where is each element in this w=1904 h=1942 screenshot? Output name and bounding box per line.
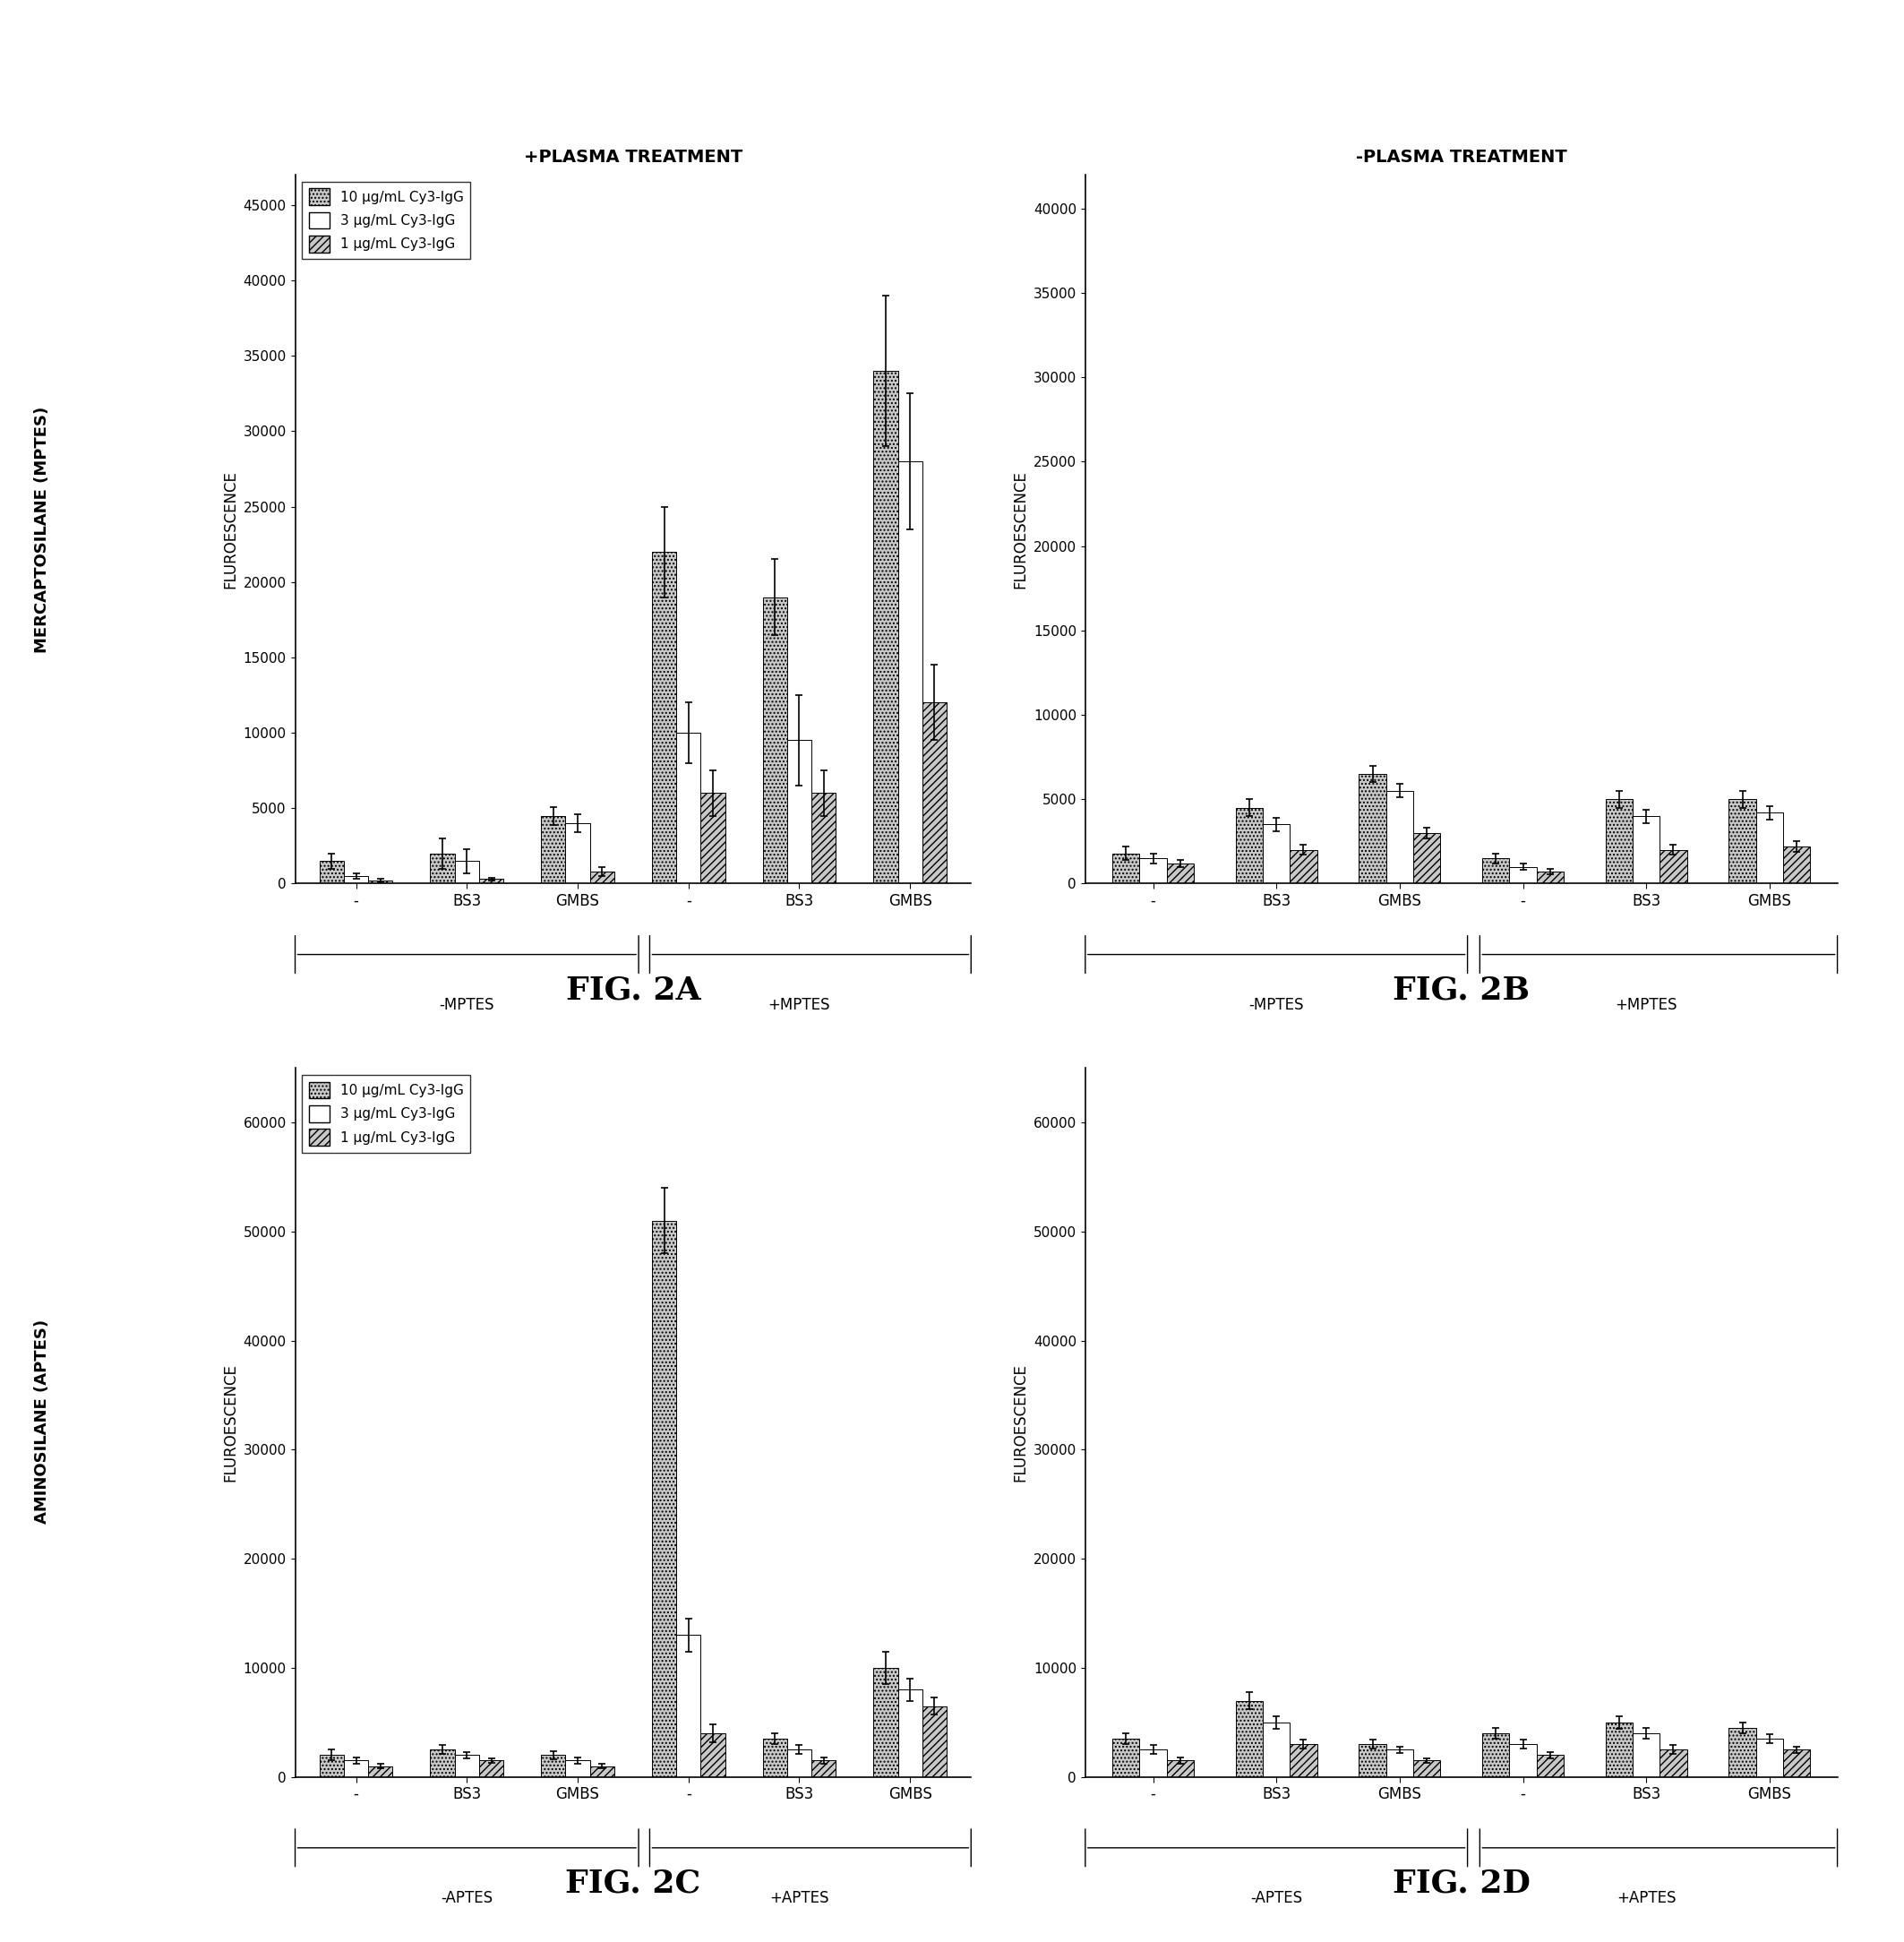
Bar xyxy=(541,816,565,884)
Bar xyxy=(1605,1723,1634,1777)
Bar xyxy=(541,1756,565,1777)
Bar xyxy=(764,1738,786,1777)
Bar xyxy=(676,732,701,884)
Text: +APTES: +APTES xyxy=(769,1890,828,1907)
Bar xyxy=(1236,1701,1262,1777)
Bar xyxy=(1236,808,1262,884)
Bar xyxy=(1112,853,1139,884)
Text: -MPTES: -MPTES xyxy=(1249,996,1304,1014)
Bar xyxy=(1605,800,1634,884)
Bar xyxy=(1660,1750,1687,1777)
Bar xyxy=(455,1756,480,1777)
Legend: 10 μg/mL Cy3-IgG, 3 μg/mL Cy3-IgG, 1 μg/mL Cy3-IgG: 10 μg/mL Cy3-IgG, 3 μg/mL Cy3-IgG, 1 μg/… xyxy=(303,183,470,258)
Bar xyxy=(899,1690,922,1777)
Bar xyxy=(1755,812,1784,884)
Bar xyxy=(1729,1728,1755,1777)
Bar xyxy=(1510,866,1537,884)
Text: +MPTES: +MPTES xyxy=(767,996,830,1014)
Bar xyxy=(320,1756,345,1777)
Bar xyxy=(1112,1738,1139,1777)
Bar xyxy=(1289,1744,1318,1777)
Bar xyxy=(764,596,786,884)
Bar xyxy=(1139,858,1167,884)
Bar xyxy=(1413,1761,1439,1777)
Y-axis label: FLUROESCENCE: FLUROESCENCE xyxy=(1013,470,1028,588)
Bar xyxy=(590,1765,615,1777)
Bar xyxy=(701,792,725,884)
Bar xyxy=(1634,1734,1660,1777)
Bar xyxy=(874,371,899,884)
Y-axis label: FLUROESCENCE: FLUROESCENCE xyxy=(223,1363,238,1482)
Bar xyxy=(1413,833,1439,884)
Bar xyxy=(1537,872,1563,884)
Text: +APTES: +APTES xyxy=(1616,1890,1676,1907)
Bar xyxy=(1784,1750,1811,1777)
Bar xyxy=(1289,851,1318,884)
Text: AMINOSILANE (APTES): AMINOSILANE (APTES) xyxy=(34,1319,50,1524)
Bar xyxy=(922,703,946,884)
Bar xyxy=(345,876,367,884)
Bar xyxy=(1167,864,1194,884)
Bar xyxy=(565,823,590,884)
Bar xyxy=(1139,1750,1167,1777)
Bar xyxy=(480,880,503,884)
Bar xyxy=(1634,816,1660,884)
Bar xyxy=(455,860,480,884)
Bar xyxy=(1262,825,1289,884)
Bar xyxy=(676,1635,701,1777)
Bar xyxy=(651,1222,676,1777)
Bar xyxy=(1386,1750,1413,1777)
Bar xyxy=(1537,1756,1563,1777)
Bar xyxy=(1660,851,1687,884)
Bar xyxy=(565,1761,590,1777)
Legend: 10 μg/mL Cy3-IgG, 3 μg/mL Cy3-IgG, 1 μg/mL Cy3-IgG: 10 μg/mL Cy3-IgG, 3 μg/mL Cy3-IgG, 1 μg/… xyxy=(303,1076,470,1152)
Bar xyxy=(1167,1761,1194,1777)
Title: +PLASMA TREATMENT: +PLASMA TREATMENT xyxy=(524,150,743,165)
Bar xyxy=(430,853,455,884)
Bar xyxy=(701,1734,725,1777)
Bar xyxy=(1729,800,1755,884)
Text: -APTES: -APTES xyxy=(1251,1890,1302,1907)
Bar xyxy=(874,1668,899,1777)
Bar xyxy=(1386,790,1413,884)
Bar xyxy=(786,1750,811,1777)
Text: FIG. 2B: FIG. 2B xyxy=(1392,975,1531,1006)
Bar xyxy=(1359,775,1386,884)
Text: -MPTES: -MPTES xyxy=(440,996,495,1014)
Bar xyxy=(367,1765,392,1777)
Bar xyxy=(922,1705,946,1777)
Bar xyxy=(811,1761,836,1777)
Text: +MPTES: +MPTES xyxy=(1615,996,1677,1014)
Bar xyxy=(786,740,811,884)
Bar xyxy=(345,1761,367,1777)
Text: MERCAPTOSILANE (MPTES): MERCAPTOSILANE (MPTES) xyxy=(34,408,50,653)
Title: -PLASMA TREATMENT: -PLASMA TREATMENT xyxy=(1356,150,1567,165)
Bar xyxy=(1483,858,1510,884)
Text: FIG. 2D: FIG. 2D xyxy=(1392,1868,1531,1899)
Text: FIG. 2A: FIG. 2A xyxy=(565,975,701,1006)
Bar xyxy=(1510,1744,1537,1777)
Bar xyxy=(367,880,392,884)
Bar xyxy=(320,860,345,884)
Text: FIG. 2C: FIG. 2C xyxy=(565,1868,701,1899)
Bar xyxy=(590,872,615,884)
Y-axis label: FLUROESCENCE: FLUROESCENCE xyxy=(223,470,238,588)
Bar xyxy=(1784,847,1811,884)
Bar xyxy=(1262,1723,1289,1777)
Text: -APTES: -APTES xyxy=(442,1890,493,1907)
Bar xyxy=(1483,1734,1510,1777)
Bar xyxy=(811,792,836,884)
Bar xyxy=(899,462,922,884)
Bar xyxy=(430,1750,455,1777)
Y-axis label: FLUROESCENCE: FLUROESCENCE xyxy=(1013,1363,1028,1482)
Bar xyxy=(1755,1738,1784,1777)
Bar xyxy=(480,1761,503,1777)
Bar xyxy=(651,552,676,884)
Bar xyxy=(1359,1744,1386,1777)
